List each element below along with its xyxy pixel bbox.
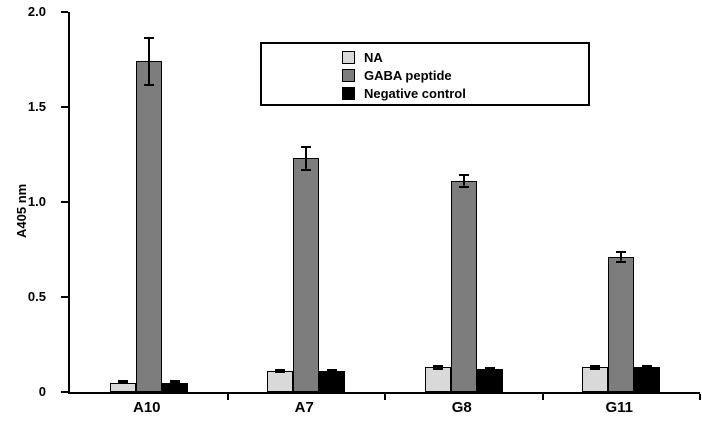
barwrap-gaba-peptide: [135, 12, 162, 392]
x-tick-mark: [699, 394, 701, 400]
bar-na-g8: [424, 367, 451, 392]
y-tick-label: 1.0: [27, 194, 46, 209]
error-bar-gaba-peptide-g11: [616, 251, 627, 263]
error-bar-gaba-peptide-a7: [301, 145, 312, 171]
barwrap-negative-control: [634, 12, 661, 392]
bar-gaba-peptide-g8: [450, 181, 477, 392]
barwrap-na: [582, 12, 609, 392]
x-tick-label: G8: [451, 399, 472, 416]
bar-gaba-peptide-g11: [608, 257, 635, 392]
legend-item-negative-control: Negative control: [342, 85, 588, 102]
x-axis-labels: A10 A7 G8 G11: [68, 399, 698, 423]
barwrap-gaba-peptide: [608, 12, 635, 392]
error-bar-na-a10: [117, 380, 128, 385]
error-bar-negative-control-a10: [169, 380, 180, 385]
barwrap-na: [267, 12, 294, 392]
error-bar-na-g8: [432, 365, 443, 370]
bar-negative-control-g11: [634, 367, 661, 392]
legend-label: Negative control: [364, 86, 466, 101]
error-bar-gaba-peptide-a10: [143, 36, 154, 87]
error-bar-negative-control-a7: [327, 369, 338, 373]
error-bar-na-g11: [590, 365, 601, 370]
legend-swatch-negative-control: [342, 87, 355, 100]
legend-swatch-gaba-peptide: [342, 69, 355, 82]
bar-group-a10: [70, 12, 228, 392]
bar-gaba-peptide-a7: [293, 158, 320, 392]
y-tick-mark: [61, 11, 68, 13]
bar-negative-control-g8: [476, 369, 503, 392]
y-axis-ticks: 0 0.5 1.0 1.5 2.0: [0, 4, 62, 399]
legend-label: NA: [364, 50, 383, 65]
barwrap-negative-control: [319, 12, 346, 392]
y-tick-label: 1.5: [27, 99, 46, 114]
barwrap-na: [424, 12, 451, 392]
bar-na-a7: [267, 371, 294, 392]
error-bar-negative-control-g8: [484, 367, 495, 372]
legend-swatch-na: [342, 51, 355, 64]
x-tick-label: A10: [132, 399, 161, 416]
x-tick-label: G11: [605, 399, 634, 416]
x-tick-mark: [384, 394, 386, 400]
plot-area: NA GABA peptide Negative control: [61, 11, 701, 400]
x-tick-mark: [541, 394, 544, 400]
barwrap-negative-control: [161, 12, 188, 392]
error-bar-gaba-peptide-g8: [458, 174, 469, 188]
error-bar-na-a7: [275, 368, 286, 374]
bar-group-g8: [385, 12, 543, 392]
legend-item-na: NA: [342, 49, 588, 66]
y-tick-label: 2.0: [27, 4, 46, 19]
bar-gaba-peptide-a10: [135, 61, 162, 392]
y-tick-label: 0.5: [27, 289, 46, 304]
legend-label: GABA peptide: [364, 68, 452, 83]
legend: NA GABA peptide Negative control: [260, 42, 590, 106]
y-tick-mark: [61, 391, 68, 393]
bar-negative-control-a7: [319, 371, 346, 392]
y-tick-mark: [61, 201, 68, 203]
x-tick-mark: [226, 394, 229, 400]
y-tick-mark: [61, 296, 68, 298]
barwrap-gaba-peptide: [293, 12, 320, 392]
legend-item-gaba-peptide: GABA peptide: [342, 67, 588, 84]
barwrap-negative-control: [476, 12, 503, 392]
bar-group-g11: [543, 12, 701, 392]
error-bar-negative-control-g11: [642, 365, 653, 370]
y-tick-label: 0: [38, 384, 46, 399]
bar-na-g11: [582, 367, 609, 392]
y-tick-mark: [61, 106, 68, 108]
bar-group-a7: [228, 12, 386, 392]
barwrap-gaba-peptide: [450, 12, 477, 392]
barwrap-na: [109, 12, 136, 392]
x-tick-label: A7: [294, 399, 314, 416]
